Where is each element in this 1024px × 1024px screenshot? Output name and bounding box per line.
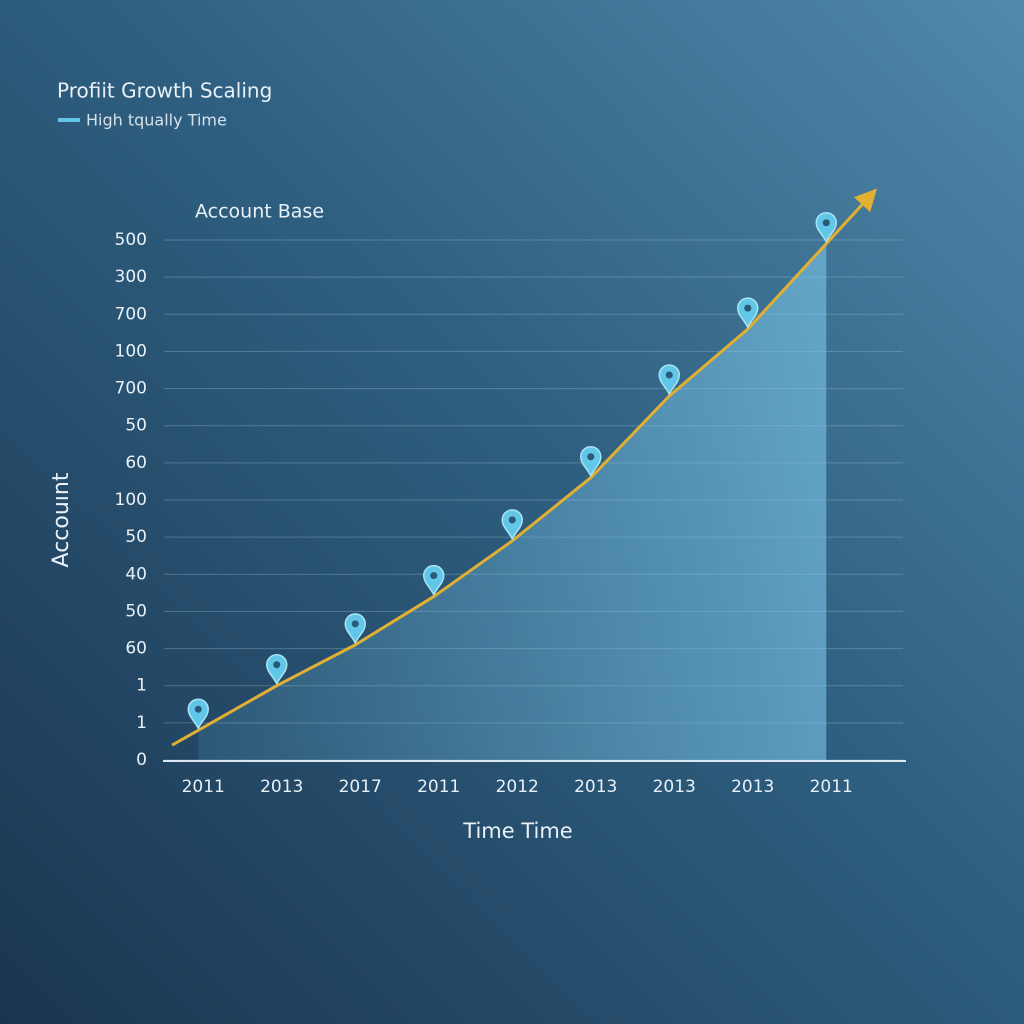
- marker-pin: [187, 698, 210, 730]
- arrow-head: [854, 188, 877, 213]
- x-tick-label: 2011: [182, 777, 225, 797]
- x-tick-label: 2013: [653, 777, 696, 797]
- y-tick-label: 60: [125, 639, 147, 659]
- y-tick-label: 50: [125, 416, 147, 436]
- y-axis-label: Accouınt: [49, 472, 74, 567]
- legend-swatch: [58, 118, 80, 122]
- y-tick-label: 100: [115, 341, 147, 361]
- marker-pin: [501, 509, 524, 541]
- marker: [658, 364, 681, 396]
- marker-dot: [822, 219, 830, 227]
- y-tick-label: 40: [125, 564, 147, 584]
- marker: [265, 653, 288, 686]
- marker: [815, 211, 838, 244]
- marker-dot: [430, 572, 438, 580]
- area: [198, 243, 827, 760]
- y-tick-label: 700: [115, 379, 147, 399]
- y-tick-label: 50: [125, 601, 147, 621]
- line-lead: [171, 728, 199, 747]
- marker: [579, 445, 602, 478]
- y-tick-label: 50: [125, 527, 147, 547]
- y-tick-label: 0: [136, 750, 147, 770]
- x-tick-label: 2011: [417, 777, 460, 797]
- marker-dot: [744, 304, 752, 312]
- y-tick-label: 500: [115, 230, 147, 250]
- marker-pin: [736, 297, 759, 329]
- y-tick-label: 100: [115, 490, 147, 510]
- y-tick-label: 700: [115, 304, 147, 324]
- legend-label: High tqually Time: [86, 111, 227, 130]
- marker-dot: [508, 516, 516, 524]
- x-tick-label: 2012: [496, 777, 539, 797]
- marker-pin: [658, 364, 681, 396]
- marker: [422, 564, 445, 597]
- y-tick-label: 60: [125, 453, 147, 473]
- x-tick-label: 2013: [731, 777, 774, 797]
- y-tick-label: 300: [115, 267, 147, 287]
- marker-dot: [273, 661, 281, 669]
- x-axis-label: Time Time: [462, 819, 572, 843]
- x-tick-label: 2017: [339, 777, 382, 797]
- y-tick-label: 1: [136, 676, 147, 696]
- marker-pin: [815, 211, 838, 244]
- chart-subtitle: Account Base: [195, 201, 324, 223]
- line: [197, 242, 828, 732]
- plot: 0 1 1 60 50 40 50 100 60 50 700 100 700 300 500 2011 201…: [115, 188, 903, 797]
- arrow-shaft: [825, 203, 864, 245]
- marker-dot: [351, 620, 359, 628]
- x-tick-label: 2013: [574, 777, 617, 797]
- chart-title: Profiit Growth Scaling: [57, 79, 272, 103]
- marker-pin: [344, 613, 367, 645]
- marker-pin: [579, 445, 602, 478]
- marker-pin: [422, 564, 445, 597]
- marker: [736, 297, 759, 329]
- marker-dot: [665, 371, 673, 379]
- x-tick-label: 2013: [260, 777, 303, 797]
- x-tick-label: 2011: [810, 777, 853, 797]
- marker-pin: [265, 653, 288, 686]
- marker: [501, 509, 524, 541]
- marker: [187, 698, 210, 730]
- marker: [344, 613, 367, 645]
- marker-dot: [587, 453, 595, 461]
- y-tick-label: 1: [136, 713, 147, 733]
- marker-dot: [194, 705, 202, 713]
